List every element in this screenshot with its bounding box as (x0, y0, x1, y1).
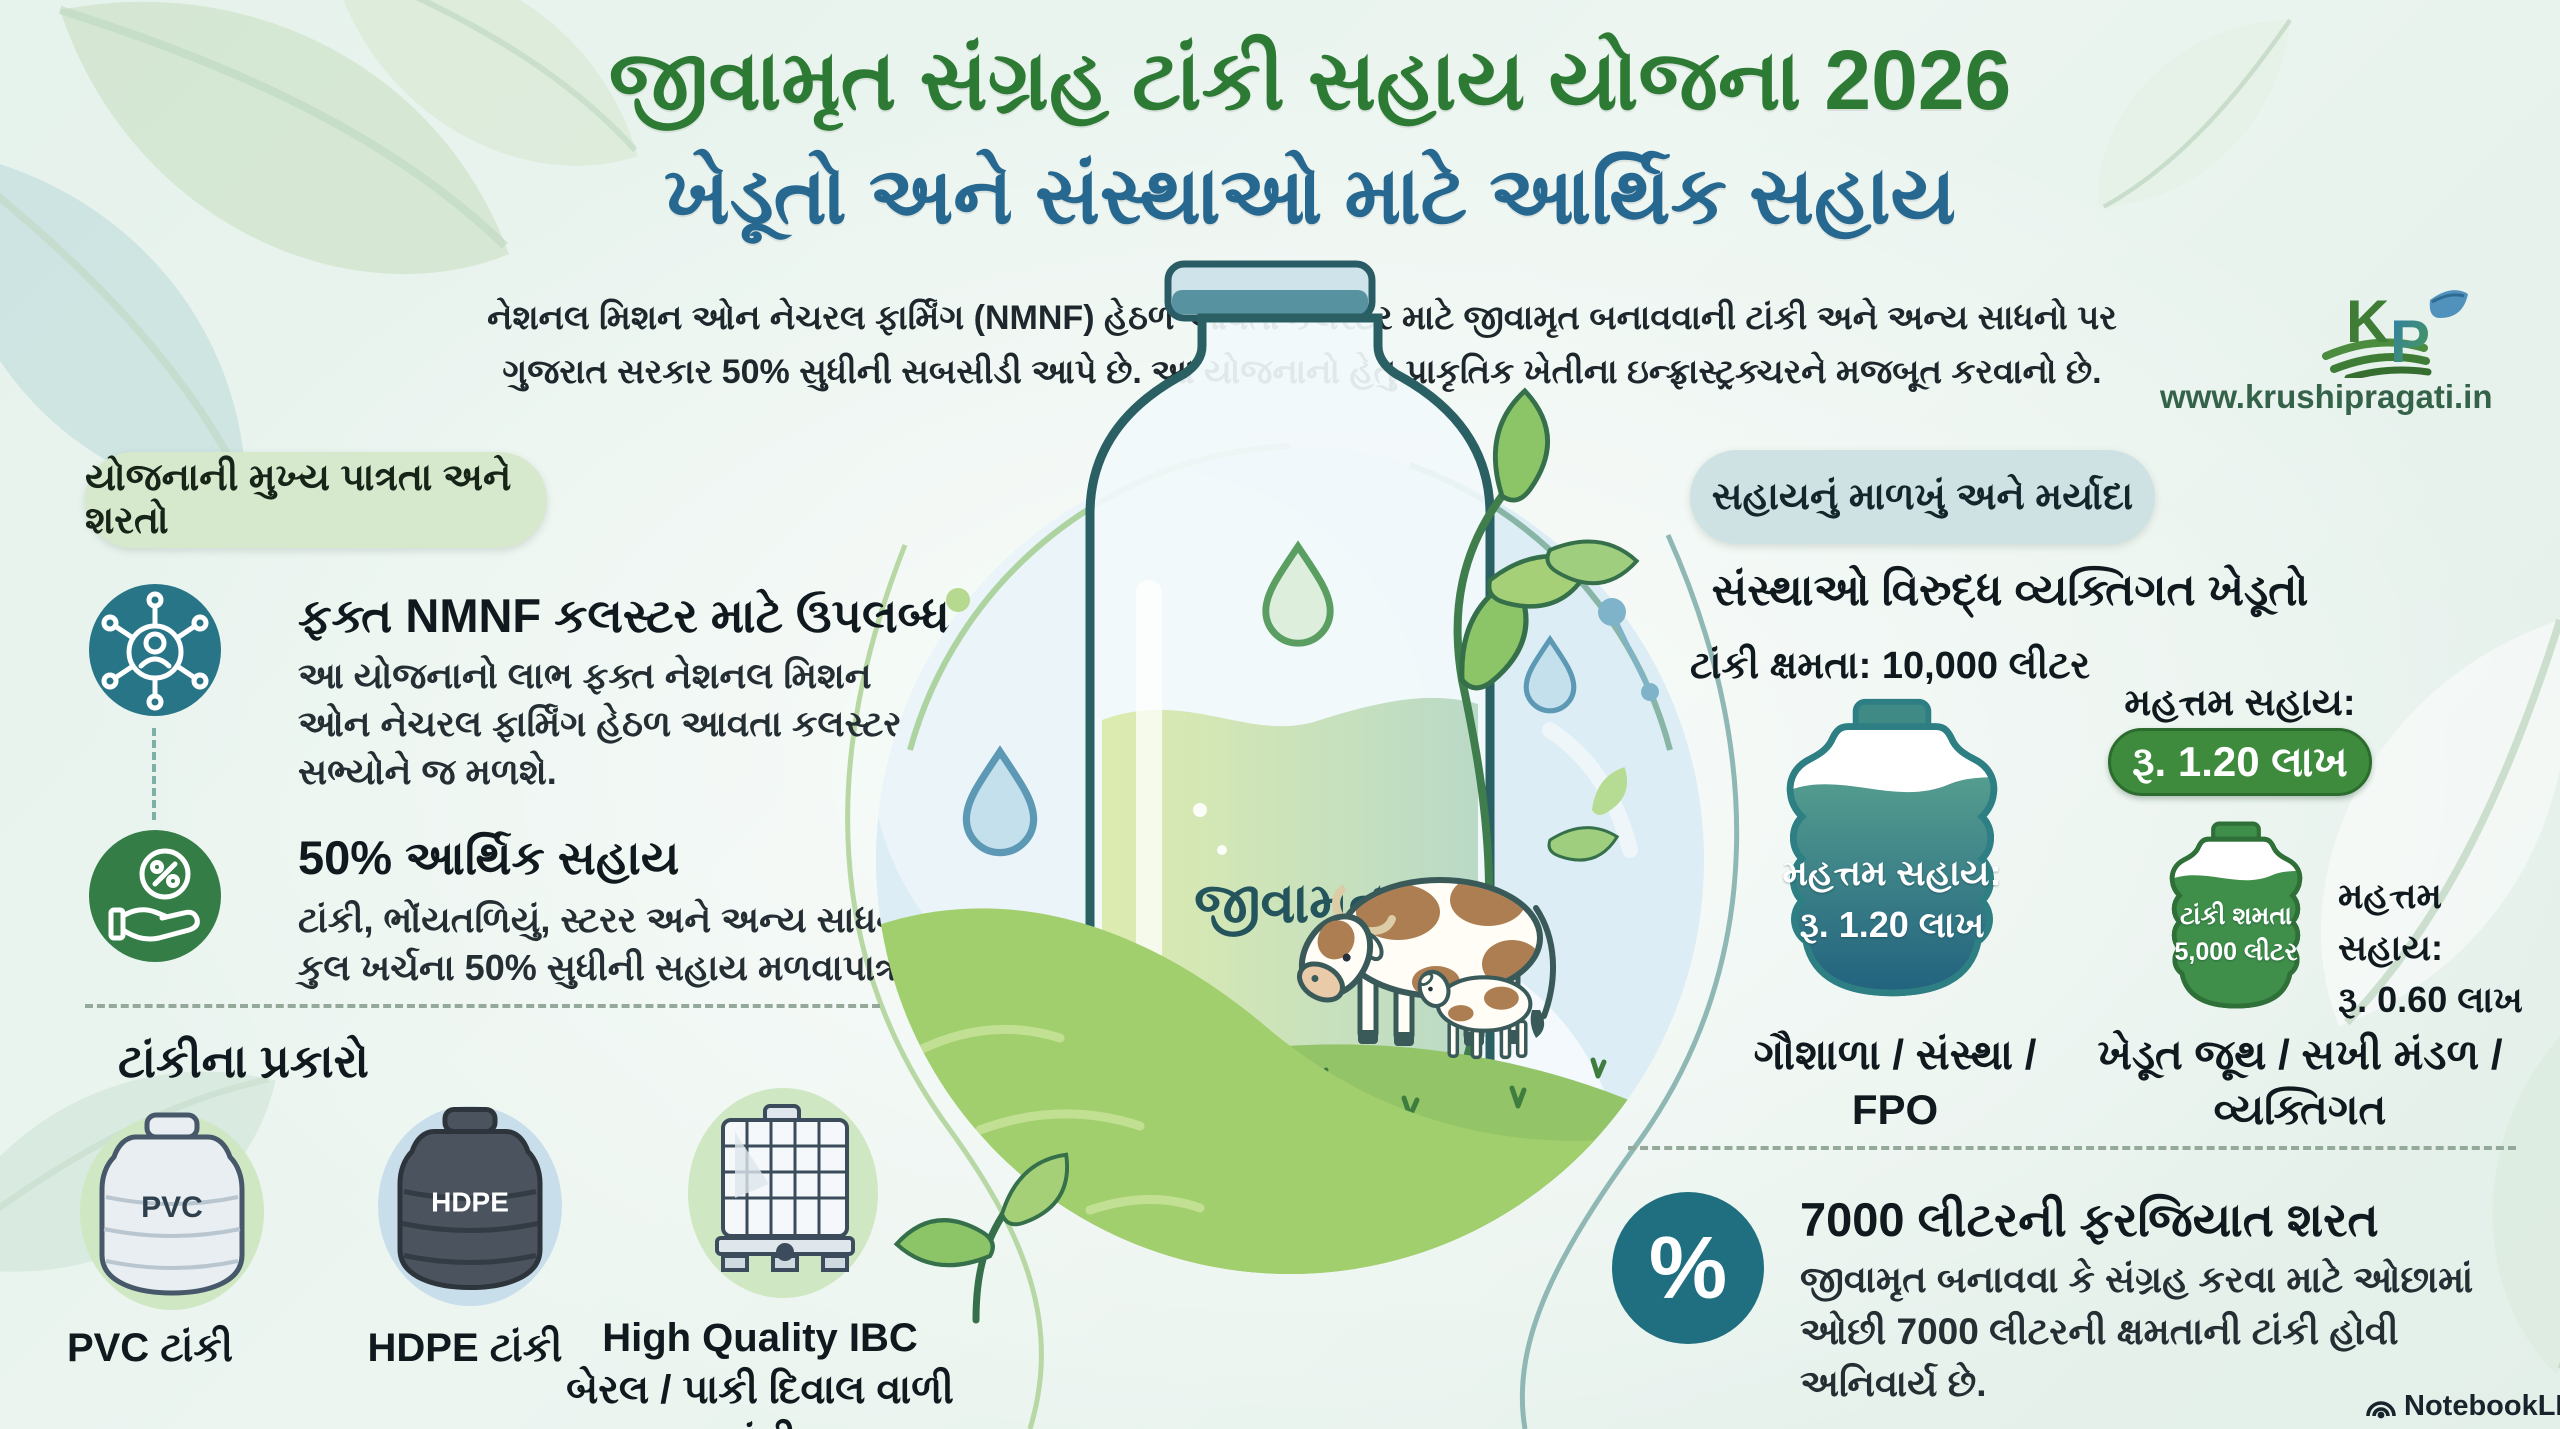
individual-tank-illustration (2146, 821, 2326, 1018)
krushipragati-logo: K P (2322, 288, 2468, 378)
right-panel-header-label: સહાયનું માળખું અને મર્યાદા (1711, 475, 2134, 518)
percent-circle-icon: % (1612, 1192, 1764, 1344)
pvc-tank-illustration: PVC (99, 1112, 245, 1296)
right-panel-header-pill: સહાયનું માળખું અને મર્યાદા (1690, 450, 2155, 544)
institution-tank-text-line2: રૂ. 1.20 લાખ (1799, 904, 1985, 945)
kp-logo-glyph: K P (2322, 288, 2468, 378)
individual-max-amount-text: રૂ. 1.20 લાખ (2132, 737, 2348, 785)
sprout-decor (896, 1150, 1086, 1324)
tank-types-header: ટાંકીના પ્રકારો (118, 1035, 369, 1087)
left-panel-header-label: યોજનાની મુખ્ય પાત્રતા અને શરતો (85, 457, 512, 542)
individual-max-amount-badge: રૂ. 1.20 લાખ (2108, 728, 2372, 796)
ibc-tote-illustration (715, 1104, 855, 1272)
page-title-line1: જીવામૃત સંગ્રહ ટાંકી સહાય યોજના 2026 (608, 33, 2012, 127)
individual-side-max-line2: રૂ. 0.60 લાખ (2338, 979, 2523, 1021)
svg-text:K: K (2346, 288, 2389, 355)
cow-and-calf (1297, 877, 1556, 1060)
network-people-icon (89, 584, 221, 716)
hand-percent-icon (89, 830, 221, 962)
percent-symbol: % (1648, 1218, 1728, 1317)
ibc-tank-label: High Quality IBC બેરલ / પાકી દિવાલ વાળી … (566, 1316, 954, 1429)
eligibility-item2-body: ટાંકી, ભોંયતળિયું, સ્ટરર અને અન્ય સાધનોન… (298, 899, 948, 989)
individual-side-max-line1: મહત્તમ સહાય: (2338, 875, 2444, 969)
institution-capacity-label: ટાંકી ક્ષમતા: 10,000 લીટર (1690, 645, 2090, 687)
left-section-dashed-divider (85, 1004, 880, 1008)
eligibility-item2-title: 50% આર્થિક સહાય (298, 831, 680, 884)
jivamrut-jar-illustration: જીવામૃત (876, 260, 1704, 1324)
divider-swoosh-curves (845, 533, 1740, 1429)
institution-tank-text-line1: મહત્તમ સહાય: (1782, 852, 2002, 893)
svg-text:P: P (2390, 308, 2430, 375)
individual-tank-text-line1: ટાંકી શમતા (2179, 902, 2293, 930)
page-title-line2: ખેડૂતો અને સંસ્થાઓ માટે આર્થિક સહાય (663, 151, 1957, 240)
eligibility-item1-title: ફક્ત NMNF કલસ્ટર માટે ઉપલબ્ધ (298, 589, 951, 642)
items-connector-dashed-line (152, 728, 156, 820)
pvc-tank-text: PVC (141, 1191, 203, 1224)
individual-side-max-label: મહત્તમ સહાય: રૂ. 0.60 લાખ (2338, 870, 2548, 1027)
hdpe-tank-illustration: HDPE (397, 1107, 543, 1291)
institution-beneficiary-label: ગૌશાળા / સંસ્થા / FPO (1753, 1031, 2037, 1133)
individual-tank-text-line2: 5,000 લીટર (2174, 938, 2298, 966)
calf (1417, 969, 1533, 1060)
eligibility-item1-body: આ યોજનાનો લાભ ફક્ત નેશનલ મિશન ઓન નેચરલ ફ… (298, 655, 938, 793)
notebooklm-icon (2366, 1401, 2396, 1419)
pvc-tank-label: PVC ટાંકી (66, 1326, 234, 1370)
right-panel-subheader: સંસ્થાઓ વિરુદ્ધ વ્યક્તિગત ખેડૂતો (1711, 566, 2309, 615)
notebooklm-watermark: NotebookLM (2404, 1390, 2560, 1422)
website-url: www.krushipragati.in (2160, 378, 2493, 415)
right-section-dashed-divider (1628, 1146, 2516, 1150)
cow-head (1297, 886, 1396, 1003)
hdpe-tank-label: HDPE ટાંકી (367, 1326, 563, 1370)
mandatory-condition-body: જીવામૃત બનાવવા કે સંગ્રહ કરવા માટે ઓછામા… (1800, 1259, 2474, 1404)
individual-max-label: મહત્તમ સહાય: (2124, 682, 2356, 724)
mandatory-condition-title: 7000 લીટરની ફરજિયાત શરત (1800, 1193, 2379, 1246)
individual-beneficiary-label: ખેડૂત જૂથ / સખી મંડળ / વ્યક્તિગત (2097, 1031, 2503, 1133)
institution-tank-illustration (1748, 698, 2036, 1012)
hdpe-tank-text: HDPE (431, 1187, 509, 1218)
molecule-dots-decor (946, 588, 1659, 701)
left-panel-header-pill: યોજનાની મુખ્ય પાત્રતા અને શરતો (85, 452, 547, 548)
